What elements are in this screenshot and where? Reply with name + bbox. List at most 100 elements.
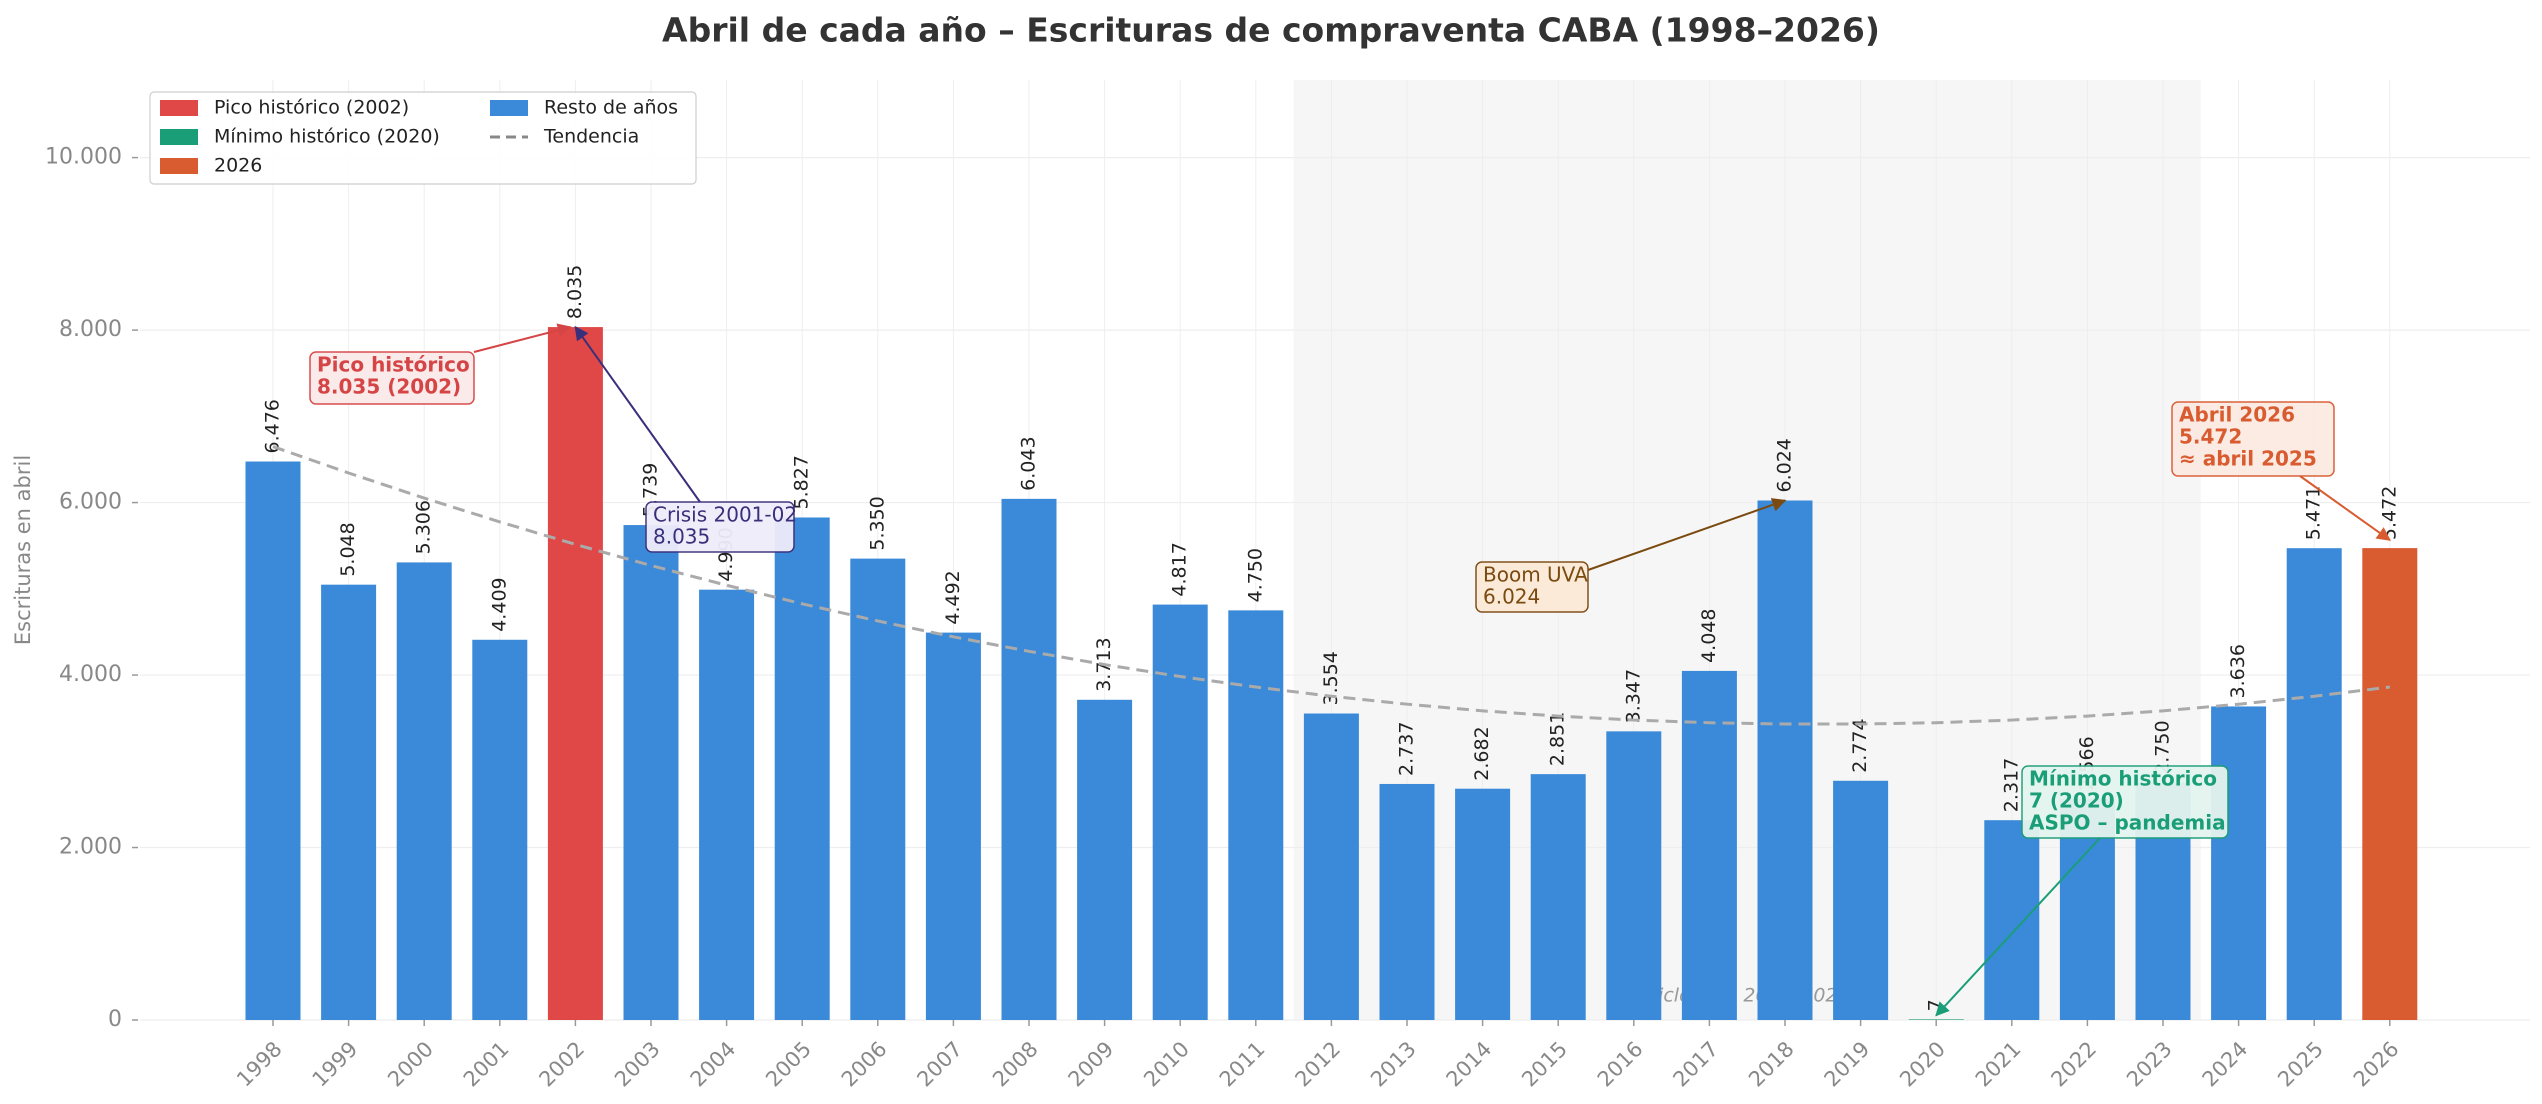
value-label: 6.043	[1018, 436, 1040, 490]
bar	[623, 525, 679, 1020]
value-label: 4.048	[1698, 609, 1720, 663]
legend-label: 2026	[214, 155, 262, 177]
bar	[1379, 783, 1435, 1020]
annotation-arrow	[1935, 837, 2101, 1017]
annotation-arrow	[574, 325, 701, 503]
value-label: 5.350	[866, 496, 888, 550]
x-tick-label: 1998	[232, 1037, 287, 1092]
annotation-arrow	[1587, 498, 1787, 571]
value-label: 3.347	[1622, 669, 1644, 723]
x-tick-label: 2007	[912, 1037, 967, 1092]
y-tick-label: 2.000	[59, 835, 122, 860]
value-label: 3.636	[2227, 644, 2249, 698]
x-tick-label: 2015	[1517, 1037, 1572, 1092]
value-label: 6.024	[1774, 438, 1796, 492]
annotation-text: 7 (2020)	[2029, 789, 2124, 813]
value-label: 5.472	[2378, 486, 2400, 540]
bar	[1001, 498, 1057, 1020]
annotation-text: Abril 2026	[2179, 403, 2295, 427]
x-tick-label: 2002	[534, 1037, 589, 1092]
y-tick-label: 4.000	[59, 662, 122, 687]
value-label: 4.750	[1244, 548, 1266, 602]
value-label: 2.317	[2000, 758, 2022, 812]
value-label: 8.035	[564, 265, 586, 319]
value-label: 7	[1925, 999, 1947, 1011]
annotation-text: Mínimo histórico	[2029, 767, 2217, 791]
bar	[1606, 731, 1662, 1020]
x-tick-label: 2010	[1139, 1037, 1194, 1092]
value-label: 2.750	[2152, 720, 2174, 774]
x-tick-label: 2009	[1064, 1037, 1119, 1092]
annotation-arrow	[473, 323, 572, 353]
annotation-text: 5.472	[2179, 425, 2242, 449]
legend-swatch	[490, 100, 528, 116]
bar	[850, 558, 906, 1020]
annotation-box	[2021, 765, 2229, 839]
x-tick-label: 1999	[308, 1037, 363, 1092]
annotation-text: 6.024	[1483, 585, 1540, 609]
x-tick-label: 2001	[459, 1037, 514, 1092]
x-tick-label: 2014	[1442, 1037, 1497, 1092]
x-tick-label: 2021	[1971, 1037, 2026, 1092]
bar	[396, 562, 452, 1020]
legend-swatch	[160, 100, 198, 116]
x-tick-label: 2004	[686, 1037, 741, 1092]
bar	[245, 461, 301, 1020]
x-tick-label: 2025	[2273, 1037, 2328, 1092]
value-label: 5.306	[413, 500, 435, 554]
annotation-text: ASPO – pandemia	[2029, 811, 2226, 835]
annotation-text: ≈ abril 2025	[2179, 447, 2317, 471]
bar	[699, 589, 755, 1020]
value-label: 5.471	[2303, 486, 2325, 540]
bar	[547, 327, 603, 1021]
legend-swatch	[160, 158, 198, 174]
bar	[472, 639, 528, 1020]
bar	[1757, 500, 1813, 1020]
bar	[1908, 1019, 1964, 1020]
legend-swatch	[160, 129, 198, 145]
value-label: 2.774	[1849, 718, 1871, 772]
bar	[1303, 713, 1359, 1020]
x-tick-label: 2018	[1744, 1037, 1799, 1092]
legend-label: Tendencia	[543, 126, 639, 148]
y-tick-label: 0	[108, 1007, 122, 1032]
bar	[2362, 548, 2418, 1020]
x-tick-label: 2026	[2349, 1037, 2404, 1092]
bar	[1228, 610, 1284, 1020]
y-tick-label: 10.000	[45, 145, 122, 170]
x-tick-label: 2023	[2122, 1037, 2177, 1092]
x-tick-label: 2006	[837, 1037, 892, 1092]
x-tick-label: 2016	[1593, 1037, 1648, 1092]
trend-line	[272, 445, 2390, 726]
value-label: 5.048	[337, 522, 359, 576]
chart-title: Abril de cada año – Escrituras de compra…	[662, 11, 1880, 50]
x-tick-label: 2024	[2198, 1037, 2253, 1092]
shaded-span-label: Ciclo bajo 2012–2023	[1645, 985, 1850, 1007]
x-tick-label: 2020	[1895, 1037, 1950, 1092]
annotation-box	[1475, 561, 1589, 613]
legend-label: Resto de años	[544, 97, 678, 119]
bar	[1455, 788, 1511, 1020]
y-axis-label: Escrituras en abril	[11, 455, 35, 645]
annotation-text: Pico histórico	[317, 353, 470, 377]
bar	[2286, 548, 2342, 1020]
x-tick-label: 2003	[610, 1037, 665, 1092]
annotation-box	[309, 351, 475, 405]
value-label: 2.737	[1396, 722, 1418, 776]
x-tick-label: 2005	[761, 1037, 816, 1092]
bar	[1681, 670, 1737, 1020]
annotation-text: Crisis 2001-02	[653, 503, 797, 527]
x-tick-label: 2019	[1820, 1037, 1875, 1092]
x-tick-label: 2008	[988, 1037, 1043, 1092]
annotation-text: 8.035 (2002)	[317, 375, 461, 399]
legend-label: Mínimo histórico (2020)	[214, 126, 440, 148]
value-label: 2.682	[1471, 726, 1493, 780]
annotation-arrow	[2299, 475, 2391, 541]
value-label: 4.492	[942, 570, 964, 624]
bar	[1152, 604, 1208, 1020]
x-tick-label: 2013	[1366, 1037, 1421, 1092]
x-tick-label: 2000	[383, 1037, 438, 1092]
bar	[1077, 699, 1133, 1020]
